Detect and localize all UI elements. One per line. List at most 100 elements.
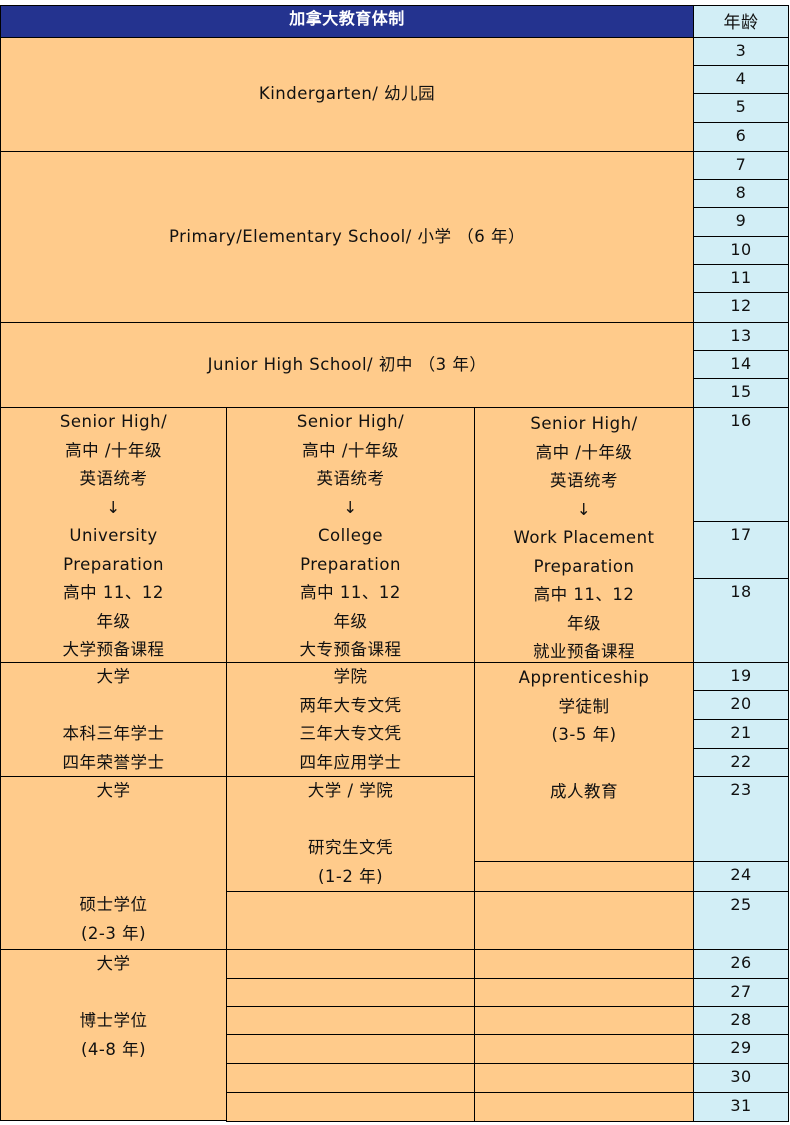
age-cell: 5 [693, 93, 789, 123]
age-column-header: 年龄 [693, 5, 789, 38]
cell-text-line [227, 806, 474, 835]
stage-empty [474, 1034, 694, 1064]
stage-empty [474, 1063, 694, 1093]
cell-text-line: 四年应用学士 [299, 752, 402, 772]
cell-text-line: Senior High/ [530, 414, 638, 433]
cell-text-line: 学院 [333, 667, 368, 686]
age-cell: 9 [693, 207, 789, 237]
cell-text-line: (4-8 年) [80, 1039, 147, 1059]
cell-text-line: Work Placement [513, 528, 655, 547]
age-cell: 26 [693, 949, 789, 979]
cell-text-line: 高中 /十年级 [535, 442, 633, 462]
stage-kindergarten: Kindergarten/ 幼儿园 [0, 37, 694, 152]
cell-text-line: 英语统考 [316, 469, 385, 488]
stage-graduate-certificate: 大学 / 学院 研究生文凭 (1-2 年) [226, 776, 475, 892]
cell-text-line: Preparation [63, 554, 164, 574]
cell-text-line [1, 863, 226, 892]
stage-empty [226, 1092, 475, 1122]
stage-empty [474, 1006, 694, 1035]
age-cell: 7 [693, 151, 789, 180]
age-cell: 6 [693, 122, 789, 152]
age-cell: 11 [693, 264, 789, 293]
stage-empty [226, 1063, 475, 1093]
cell-text-line: 三年大专文凭 [299, 724, 402, 743]
cell-text-line: 高中 11、12 [533, 585, 635, 604]
age-cell: 14 [693, 350, 789, 379]
age-cell: 22 [693, 748, 789, 777]
cell-text-line: 年级 [567, 613, 601, 633]
cell-text-line: 高中 /十年级 [65, 440, 162, 460]
cell-text-line: 高中 11、12 [63, 583, 164, 602]
stage-empty [226, 1034, 475, 1064]
cell-text-line: 本科三年学士 [62, 724, 165, 743]
age-cell: 16 [693, 407, 789, 522]
cell-text-line: (1-2 年) [317, 866, 384, 886]
cell-text-line [475, 750, 693, 779]
cell-text-line: (3-5 年) [551, 725, 617, 744]
cell-text-line: 大学 [96, 954, 131, 973]
age-cell: 3 [693, 37, 789, 66]
stage-empty [226, 891, 475, 950]
cell-text-line: 英语统考 [79, 469, 148, 488]
age-cell: 12 [693, 292, 789, 323]
stage-college-diploma: 学院两年大专文凭 三年大专文凭 四年应用学士 [226, 662, 475, 777]
stage-senior-college: Senior High/高中 /十年级 英语统考 ↓ College Preparati… [226, 407, 475, 663]
cell-text-line: ↓ [343, 497, 358, 517]
age-cell: 17 [693, 521, 789, 579]
cell-text-line: 学徒制 [558, 696, 610, 716]
cell-text-line: ↓ [106, 497, 121, 517]
stage-empty [474, 1092, 694, 1122]
age-cell: 28 [693, 1006, 789, 1035]
cell-text-line: Preparation [300, 554, 401, 574]
cell-text-line: 硕士学位 [79, 895, 148, 914]
stage-empty [474, 861, 694, 892]
cell-text-line [1, 806, 226, 835]
stage-senior-work: Senior High/高中 /十年级 英语统考 ↓ Work Placement Pr… [474, 407, 694, 663]
cell-text-line: 大学 [96, 781, 131, 800]
age-cell: 30 [693, 1063, 789, 1093]
cell-text-line: Senior High/ [59, 412, 168, 431]
cell-text-line [1, 692, 226, 721]
table-title: 加拿大教育体制 [0, 5, 694, 38]
age-cell: 4 [693, 65, 789, 94]
cell-text-line: 成人教育 [550, 782, 618, 801]
cell-text-line: 研究生文凭 [308, 838, 393, 857]
age-cell: 18 [693, 578, 789, 663]
stage-primary: Primary/Elementary School/ 小学 （6 年） [0, 151, 694, 323]
age-cell: 10 [693, 236, 789, 265]
age-cell: 24 [693, 861, 789, 892]
cell-text-line: University [69, 526, 158, 545]
cell-text-line: Senior High/ [296, 412, 405, 431]
age-cell: 19 [693, 662, 789, 691]
cell-text-line: 大专预备课程 [299, 640, 402, 659]
cell-text-line: 两年大专文凭 [299, 695, 402, 715]
age-cell: 31 [693, 1092, 789, 1122]
cell-text-line: 大学 / 学院 [307, 781, 394, 800]
stage-university-bachelor: 大学本科三年学士 四年荣誉学士 [0, 662, 227, 777]
cell-text-line: 大学 [96, 667, 131, 686]
cell-text-line [1, 979, 226, 1008]
cell-text-line: College [317, 526, 384, 545]
stage-university-doctorate: 大学博士学位 (4-8 年) [0, 949, 227, 1121]
stage-empty [226, 1006, 475, 1035]
stage-university-master: 大学硕士学位 (2-3 年) [0, 776, 227, 950]
age-cell: 29 [693, 1034, 789, 1064]
cell-text-line: 大学预备课程 [62, 640, 165, 659]
stage-empty [226, 949, 475, 979]
cell-text-line: 年级 [96, 611, 131, 631]
cell-text-line: 博士学位 [79, 1011, 148, 1030]
stage-empty [474, 891, 694, 950]
cell-text-line: 四年荣誉学士 [62, 752, 165, 772]
cell-text-line: 年级 [333, 611, 368, 631]
cell-text-line [1, 834, 226, 863]
cell-text-line: 高中 11、12 [300, 583, 401, 602]
age-cell: 27 [693, 978, 789, 1007]
cell-text-line: 英语统考 [550, 471, 618, 490]
stage-empty [474, 978, 694, 1007]
stage-junior-high: Junior High School/ 初中 （3 年） [0, 322, 694, 408]
stage-apprenticeship: Apprenticeship 学徒制 (3-5 年) 成人教育 [474, 662, 694, 862]
age-cell: 15 [693, 378, 789, 408]
age-cell: 21 [693, 719, 789, 749]
cell-text-line: (2-3 年) [80, 923, 147, 943]
